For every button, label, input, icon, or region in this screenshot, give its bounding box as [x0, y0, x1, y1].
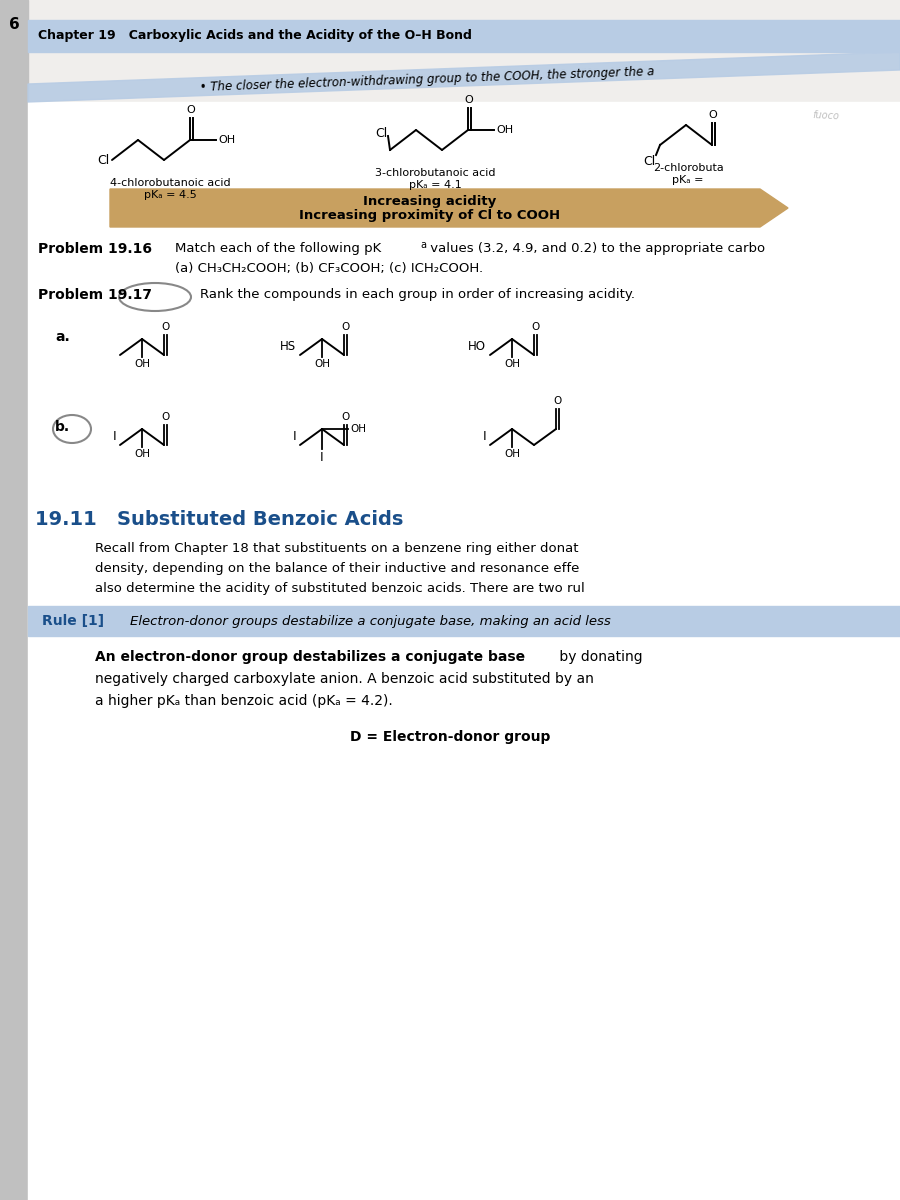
Text: Cl: Cl — [644, 155, 656, 168]
Text: also determine the acidity of substituted benzoic acids. There are two rul: also determine the acidity of substitute… — [95, 582, 585, 595]
Text: OH: OH — [504, 359, 520, 370]
Text: O: O — [187, 104, 195, 115]
Polygon shape — [110, 188, 788, 227]
Text: Match each of the following pK: Match each of the following pK — [175, 242, 382, 254]
Text: a.: a. — [55, 330, 70, 344]
Text: I: I — [320, 451, 324, 464]
Text: O: O — [161, 322, 169, 332]
Text: 2-chlorobuta: 2-chlorobuta — [652, 163, 724, 173]
Text: Electron-donor groups destabilize a conjugate base, making an acid less: Electron-donor groups destabilize a conj… — [130, 614, 611, 628]
Text: OH: OH — [496, 125, 513, 134]
Text: OH: OH — [504, 449, 520, 458]
Polygon shape — [28, 52, 900, 102]
Text: OH: OH — [218, 134, 235, 145]
Text: O: O — [709, 110, 717, 120]
Text: pKₐ = 4.1: pKₐ = 4.1 — [409, 180, 462, 190]
Text: Chapter 19   Carboxylic Acids and the Acidity of the O–H Bond: Chapter 19 Carboxylic Acids and the Acid… — [38, 30, 472, 42]
Text: fuoco: fuoco — [813, 110, 840, 121]
Text: 6: 6 — [9, 17, 20, 32]
Text: OH: OH — [134, 359, 150, 370]
Text: O: O — [531, 322, 539, 332]
Text: I: I — [482, 431, 486, 444]
Text: OH: OH — [314, 359, 330, 370]
Text: • The closer the electron-withdrawing group to the COOH, the stronger the a: • The closer the electron-withdrawing gr… — [200, 66, 655, 95]
Text: a higher pKₐ than benzoic acid (pKₐ = 4.2).: a higher pKₐ than benzoic acid (pKₐ = 4.… — [95, 694, 392, 708]
Text: O: O — [161, 412, 169, 422]
Text: a: a — [420, 240, 426, 250]
Text: density, depending on the balance of their inductive and resonance effe: density, depending on the balance of the… — [95, 562, 580, 575]
Text: Cl: Cl — [376, 127, 388, 140]
Text: Rule [1]: Rule [1] — [42, 614, 104, 628]
Text: negatively charged carboxylate anion. A benzoic acid substituted by an: negatively charged carboxylate anion. A … — [95, 672, 594, 686]
Text: Problem 19.16: Problem 19.16 — [38, 242, 152, 256]
Text: O: O — [341, 412, 349, 422]
Text: (a) CH₃CH₂COOH; (b) CF₃COOH; (c) ICH₂COOH.: (a) CH₃CH₂COOH; (b) CF₃COOH; (c) ICH₂COO… — [175, 262, 483, 275]
Text: O: O — [341, 322, 349, 332]
Text: 3-chlorobutanoic acid: 3-chlorobutanoic acid — [374, 168, 495, 178]
Text: by donating: by donating — [555, 650, 643, 664]
Text: Rank the compounds in each group in order of increasing acidity.: Rank the compounds in each group in orde… — [200, 288, 635, 301]
Text: pKₐ =: pKₐ = — [672, 175, 704, 185]
Text: Problem 19.17: Problem 19.17 — [38, 288, 152, 302]
Bar — [28, 606, 900, 636]
Bar — [0, 0, 28, 1200]
Text: D = Electron-donor group: D = Electron-donor group — [350, 730, 550, 744]
Text: O: O — [464, 95, 473, 104]
Text: HO: HO — [468, 341, 486, 354]
Text: I: I — [112, 431, 116, 444]
Text: 4-chlorobutanoic acid: 4-chlorobutanoic acid — [110, 178, 230, 188]
Text: b.: b. — [55, 420, 70, 434]
Text: Increasing acidity: Increasing acidity — [364, 196, 497, 209]
Text: O: O — [554, 396, 562, 406]
Text: values (3.2, 4.9, and 0.2) to the appropriate carbo: values (3.2, 4.9, and 0.2) to the approp… — [426, 242, 765, 254]
Text: Increasing proximity of Cl to COOH: Increasing proximity of Cl to COOH — [300, 210, 561, 222]
Text: I: I — [292, 431, 296, 444]
Text: 19.11   Substituted Benzoic Acids: 19.11 Substituted Benzoic Acids — [35, 510, 403, 529]
Text: OH: OH — [134, 449, 150, 458]
Text: Recall from Chapter 18 that substituents on a benzene ring either donat: Recall from Chapter 18 that substituents… — [95, 542, 579, 554]
Text: pKₐ = 4.5: pKₐ = 4.5 — [144, 190, 196, 200]
Text: HS: HS — [280, 341, 296, 354]
Text: An electron-donor group destabilizes a conjugate base: An electron-donor group destabilizes a c… — [95, 650, 525, 664]
Bar — [28, 20, 900, 52]
Text: Cl: Cl — [98, 154, 110, 167]
Text: OH: OH — [350, 424, 366, 434]
